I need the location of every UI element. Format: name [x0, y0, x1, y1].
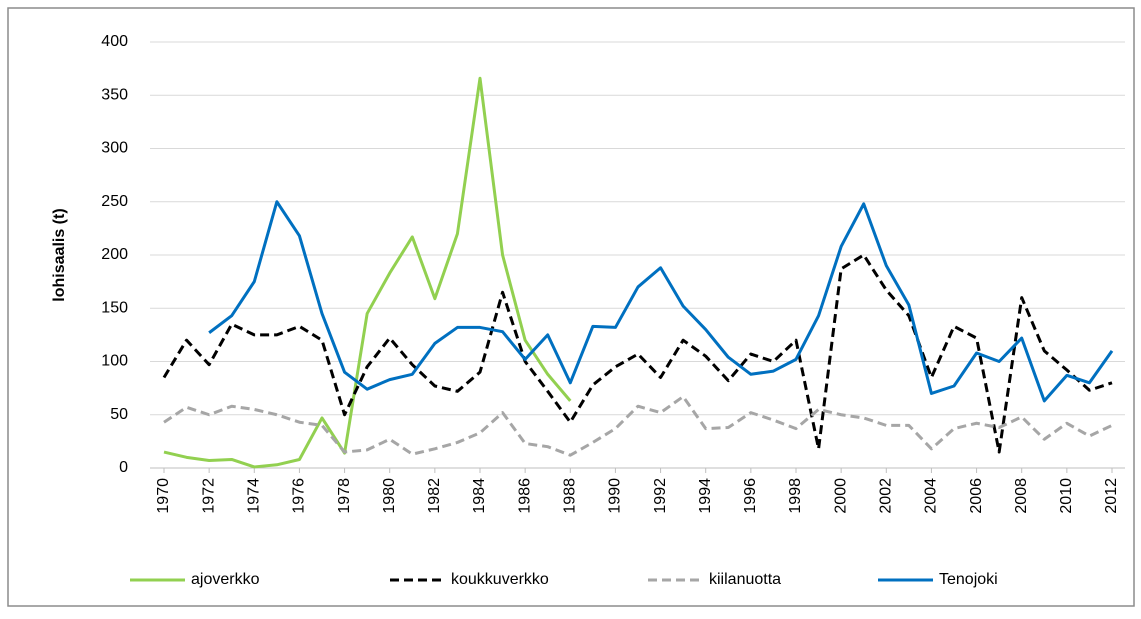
x-tick-label: 1988 [562, 478, 579, 514]
y-tick-label: 300 [101, 140, 128, 157]
y-tick-label: 100 [101, 353, 128, 370]
x-tick-label: 1980 [381, 478, 398, 514]
y-tick-label: 200 [101, 246, 128, 263]
x-tick-label: 1992 [652, 478, 669, 514]
x-tick-label: 2000 [832, 478, 849, 514]
y-tick-label: 350 [101, 86, 128, 103]
y-tick-label: 250 [101, 193, 128, 210]
x-tick-label: 1998 [787, 478, 804, 514]
x-tick-label: 2004 [923, 478, 940, 514]
y-tick-label: 150 [101, 299, 128, 316]
x-tick-label: 2012 [1103, 478, 1120, 514]
legend-label: koukkuverkko [451, 571, 549, 588]
y-tick-label: 50 [110, 406, 128, 423]
x-tick-label: 1994 [697, 478, 714, 514]
x-tick-label: 1976 [291, 478, 308, 514]
legend-label: ajoverkko [191, 571, 260, 588]
x-tick-label: 1972 [200, 478, 217, 514]
legend-label: kiilanuotta [709, 571, 781, 588]
x-tick-label: 1970 [155, 478, 172, 514]
series-line [163, 76, 572, 469]
x-tick-label: 2008 [1013, 478, 1030, 514]
y-tick-label: 0 [119, 459, 128, 476]
x-tick-label: 2010 [1058, 478, 1075, 514]
legend-label: Tenojoki [939, 571, 998, 588]
x-tick-label: 1984 [471, 478, 488, 514]
y-axis-label: lohisaalis (t) [51, 208, 68, 301]
y-tick-label: 400 [101, 33, 128, 50]
x-tick-label: 2002 [878, 478, 895, 514]
x-tick-label: 1982 [426, 478, 443, 514]
x-tick-label: 1974 [246, 478, 263, 514]
x-tick-label: 1986 [516, 478, 533, 514]
x-tick-label: 1996 [742, 478, 759, 514]
x-tick-label: 1978 [336, 478, 353, 514]
chart-frame [7, 7, 1135, 607]
x-tick-label: 1990 [607, 478, 624, 514]
series-line [208, 200, 1114, 403]
x-tick-label: 2006 [968, 478, 985, 514]
series-line [163, 395, 1113, 457]
